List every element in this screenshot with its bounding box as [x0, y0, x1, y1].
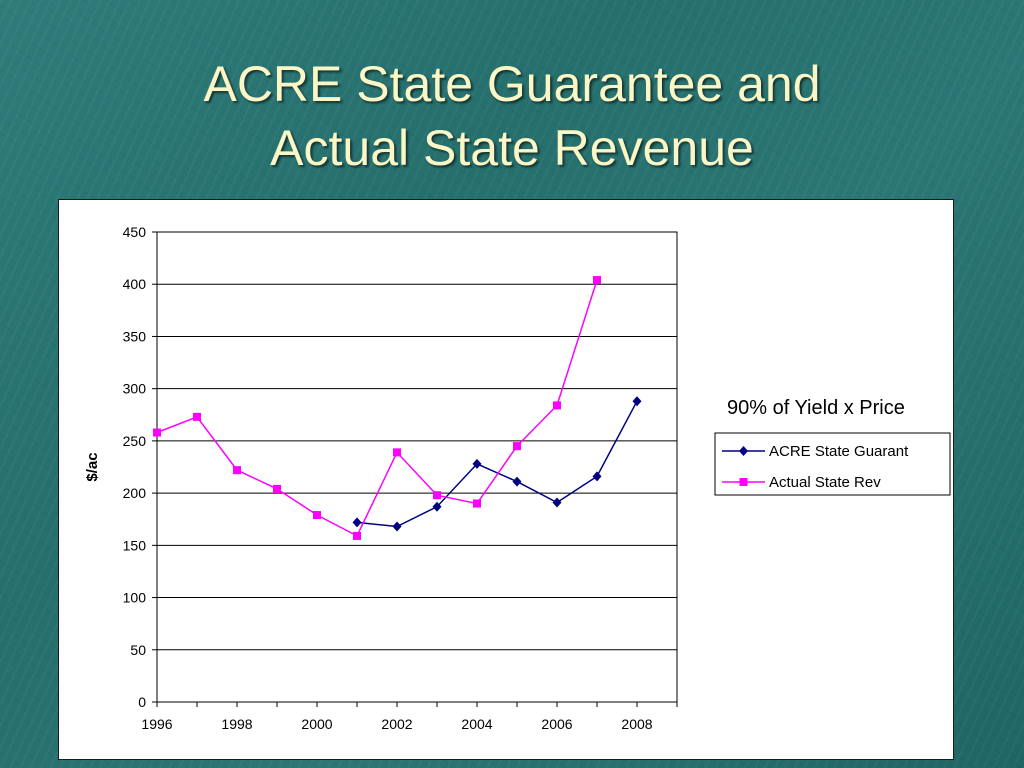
- x-tick-label-1998: 1998: [221, 716, 252, 732]
- series-line-1: [156, 279, 598, 537]
- chart-area: 0 50 100 150 200 250 300 350 400 450 1996 1998 2000 2…: [58, 199, 954, 760]
- series-1-point-2000: [313, 511, 321, 520]
- y-tick-label-300: 300: [123, 381, 147, 397]
- series-0-point-2003: [432, 501, 442, 512]
- y-tick-label-250: 250: [123, 433, 147, 449]
- series-1-point-1997: [193, 412, 201, 421]
- plot-area-border: [156, 231, 678, 703]
- x-tick-label-1996: 1996: [141, 716, 172, 732]
- y-tick-label-200: 200: [123, 485, 147, 501]
- x-tick-label-2002: 2002: [381, 716, 412, 732]
- x-tick-label-2004: 2004: [461, 716, 492, 732]
- y-tick-label-450: 450: [123, 224, 147, 240]
- y-tick-label-100: 100: [123, 590, 147, 606]
- line-chart: 0 50 100 150 200 250 300 350 400 450 1996 1998 2000 2…: [84, 224, 951, 732]
- series-1-point-2004: [473, 499, 481, 508]
- legend-label-0: ACRE State Guarant: [769, 443, 909, 460]
- series-line-0: [356, 400, 638, 528]
- series-1-point-1999: [273, 484, 281, 493]
- x-tick-label-2000: 2000: [301, 716, 332, 732]
- y-axis-label: $/ac: [84, 452, 101, 481]
- series-0-point-2001: [352, 517, 362, 528]
- series-0-point-2008: [632, 396, 642, 407]
- x-tick-label-2008: 2008: [621, 716, 652, 732]
- series-1-point-1998: [233, 466, 241, 475]
- y-tick-label-50: 50: [130, 642, 146, 658]
- series-0-point-2002: [392, 521, 402, 532]
- slide-title-line-2: Actual State Revenue: [270, 120, 754, 176]
- legend-box: [714, 432, 951, 496]
- slide-title-line-1: ACRE State Guarantee and: [203, 56, 821, 112]
- y-tick-label-150: 150: [123, 537, 147, 553]
- slide-title: ACRE State Guarantee and Actual State Re…: [0, 52, 1024, 180]
- y-tick-label-400: 400: [123, 276, 147, 292]
- series-0-point-2005: [512, 476, 522, 487]
- chart-subtitle: 90% of Yield x Price: [727, 397, 905, 419]
- legend-marker-0: [739, 446, 748, 456]
- series-1-point-2003: [433, 491, 441, 500]
- series-1-point-2001: [353, 531, 361, 540]
- series-1-point-2005: [513, 442, 521, 451]
- series-0-point-2007: [592, 471, 602, 482]
- x-tick-label-2006: 2006: [541, 716, 572, 732]
- series-0-point-2006: [552, 497, 562, 508]
- legend-label-1: Actual State Rev: [769, 474, 881, 491]
- y-tick-label-0: 0: [138, 694, 146, 710]
- series-1-point-2006: [553, 401, 561, 410]
- series-0-point-2004: [472, 458, 482, 469]
- y-tick-label-350: 350: [123, 328, 147, 344]
- series-1-point-2007: [593, 276, 601, 285]
- series-1-point-2002: [393, 448, 401, 457]
- series-1-point-1996: [153, 428, 161, 437]
- legend-marker-1: [739, 478, 748, 486]
